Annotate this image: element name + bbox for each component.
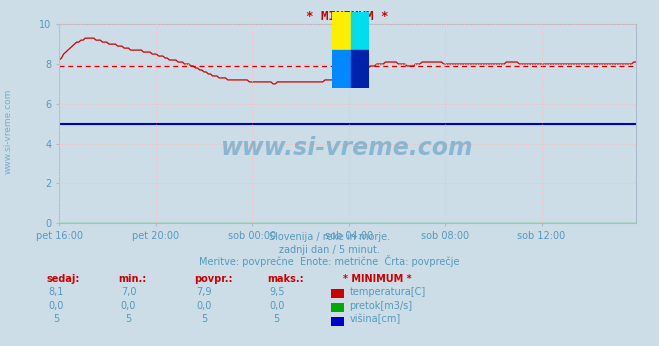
Text: Meritve: povprečne  Enote: metrične  Črta: povprečje: Meritve: povprečne Enote: metrične Črta:… <box>199 255 460 267</box>
Bar <box>351 50 368 88</box>
Text: 5: 5 <box>273 315 280 325</box>
Text: 0,0: 0,0 <box>196 301 212 311</box>
Text: 7,9: 7,9 <box>196 287 212 297</box>
Text: * MINIMUM *: * MINIMUM * <box>343 274 411 284</box>
Text: 9,5: 9,5 <box>269 287 285 297</box>
Text: 5: 5 <box>53 315 59 325</box>
Text: pretok[m3/s]: pretok[m3/s] <box>349 301 413 311</box>
Text: zadnji dan / 5 minut.: zadnji dan / 5 minut. <box>279 245 380 255</box>
Text: min.:: min.: <box>119 274 147 284</box>
Text: 8,1: 8,1 <box>48 287 64 297</box>
Text: temperatura[C]: temperatura[C] <box>349 287 426 297</box>
Text: Slovenija / reke in morje.: Slovenija / reke in morje. <box>269 233 390 243</box>
Text: www.si-vreme.com: www.si-vreme.com <box>3 89 13 174</box>
Text: 5: 5 <box>201 315 208 325</box>
Title: * MINIMUM *: * MINIMUM * <box>306 10 389 23</box>
Text: povpr.:: povpr.: <box>194 274 233 284</box>
Bar <box>351 12 368 50</box>
Text: višina[cm]: višina[cm] <box>349 314 401 325</box>
Text: sedaj:: sedaj: <box>46 274 80 284</box>
Bar <box>332 12 351 50</box>
Bar <box>332 50 351 88</box>
Text: 7,0: 7,0 <box>121 287 136 297</box>
Text: 0,0: 0,0 <box>48 301 64 311</box>
Text: www.si-vreme.com: www.si-vreme.com <box>221 136 474 160</box>
Text: maks.:: maks.: <box>267 274 304 284</box>
Text: 5: 5 <box>125 315 132 325</box>
Text: 0,0: 0,0 <box>269 301 285 311</box>
Text: 0,0: 0,0 <box>121 301 136 311</box>
